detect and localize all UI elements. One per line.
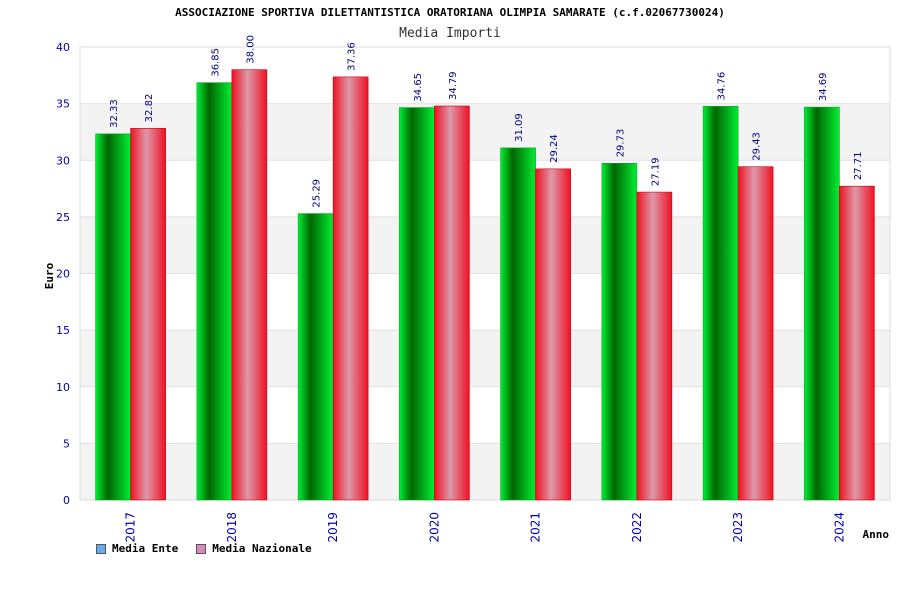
x-tick-label: 2023 xyxy=(731,512,745,543)
x-tick-label: 2017 xyxy=(124,512,138,543)
y-tick-label: 40 xyxy=(56,41,70,54)
bar-media-ente xyxy=(95,133,131,501)
data-label: 31.09 xyxy=(514,113,525,142)
bar-media-nazionale xyxy=(434,105,470,501)
y-tick-label: 25 xyxy=(56,211,70,224)
x-tick-label: 2022 xyxy=(630,512,644,543)
bar-media-ente xyxy=(804,106,840,501)
legend-item-media-nazionale: Media Nazionale xyxy=(196,542,312,555)
data-label: 25.29 xyxy=(312,179,323,208)
y-tick-label: 10 xyxy=(56,381,70,394)
bar-media-nazionale xyxy=(130,128,166,501)
data-label: 27.71 xyxy=(853,152,864,181)
y-tick-label: 30 xyxy=(56,154,70,167)
y-axis-label: Euro xyxy=(43,262,56,289)
legend-swatch-media-ente xyxy=(96,543,106,554)
bar-media-nazionale xyxy=(231,69,268,501)
x-tick-label: 2019 xyxy=(326,512,340,543)
plot-frame xyxy=(79,46,891,501)
legend: Media Ente Media Nazionale xyxy=(96,542,312,555)
data-label: 29.24 xyxy=(549,134,560,163)
bar-media-nazionale xyxy=(636,191,673,501)
bar-media-ente xyxy=(500,147,536,501)
data-label: 34.76 xyxy=(717,72,728,101)
bar-media-nazionale xyxy=(332,76,369,501)
bar-media-ente xyxy=(297,213,334,501)
x-tick-label: 2021 xyxy=(529,512,543,543)
legend-label-media-ente: Media Ente xyxy=(112,542,179,555)
y-tick-label: 35 xyxy=(56,98,70,111)
bar-media-ente xyxy=(702,106,739,501)
y-tick-label: 15 xyxy=(56,324,70,337)
legend-swatch-media-nazionale xyxy=(196,543,207,554)
data-label: 36.85 xyxy=(210,48,221,77)
data-label: 27.19 xyxy=(650,157,661,186)
data-label: 29.43 xyxy=(752,132,763,161)
bar-media-ente xyxy=(399,107,435,501)
legend-label-media-nazionale: Media Nazionale xyxy=(212,542,312,555)
bar-media-nazionale xyxy=(535,168,571,501)
x-axis-label: Anno xyxy=(863,528,890,541)
data-label: 29.73 xyxy=(615,129,626,158)
x-tick-label: 2020 xyxy=(427,512,441,543)
data-label: 34.69 xyxy=(818,72,829,101)
data-label: 32.33 xyxy=(109,99,120,128)
y-tick-label: 0 xyxy=(63,494,70,507)
bar-media-ente xyxy=(196,82,233,501)
x-tick-label: 2024 xyxy=(832,512,846,543)
data-label: 32.82 xyxy=(144,94,155,123)
x-tick-label: 2018 xyxy=(225,512,239,543)
data-label: 38.00 xyxy=(245,35,256,64)
chart-title: ASSOCIAZIONE SPORTIVA DILETTANTISTICA OR… xyxy=(175,6,725,19)
data-label: 34.79 xyxy=(448,71,459,100)
bar-media-ente xyxy=(601,163,638,501)
chart-subtitle: Media Importi xyxy=(399,26,501,41)
plot-area: 0 5 10 15 20 25 30 35 40 32.33 32.82 2017 36.85 38.00… xyxy=(56,35,891,543)
data-label: 34.65 xyxy=(413,73,424,102)
y-tick-label: 20 xyxy=(56,268,70,281)
legend-item-media-ente: Media Ente xyxy=(96,542,178,555)
y-tick-label: 5 xyxy=(63,437,70,450)
data-label: 37.36 xyxy=(347,42,358,71)
bar-media-nazionale xyxy=(737,166,774,501)
bar-media-nazionale xyxy=(839,185,875,501)
